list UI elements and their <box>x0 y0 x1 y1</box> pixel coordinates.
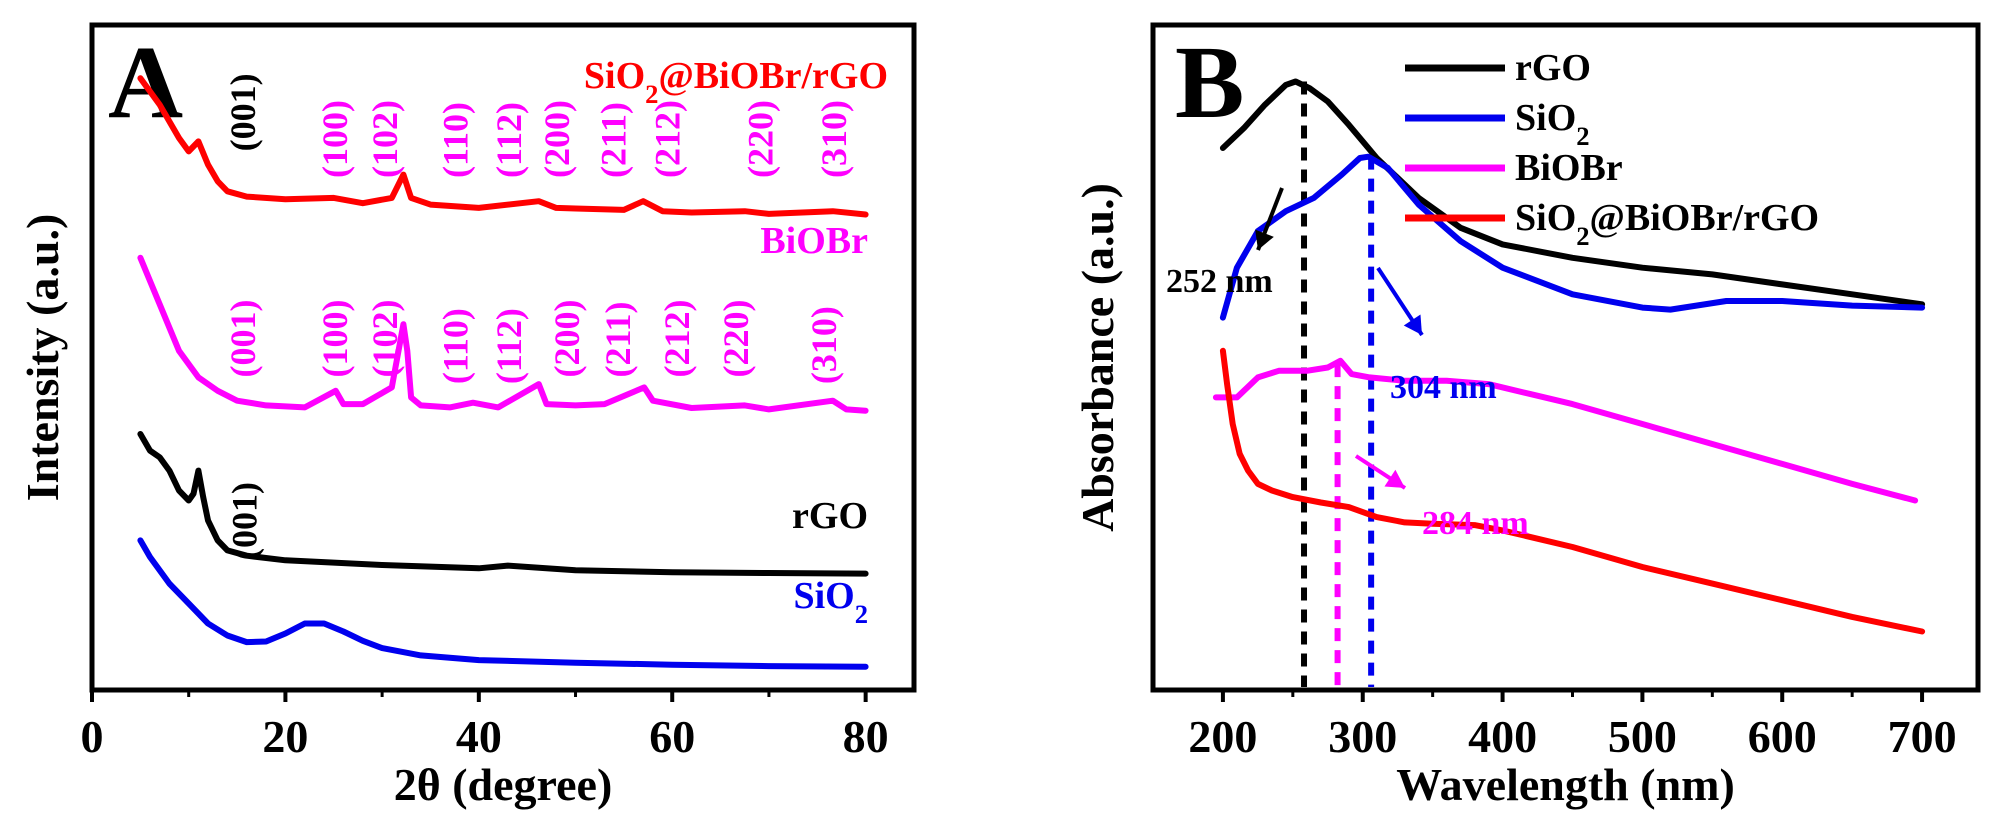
label-tail: @BiOBr/rGO <box>658 55 888 97</box>
x-tick-label: 0 <box>81 711 104 762</box>
peak-label: (310) <box>814 100 854 178</box>
plot-frame <box>89 22 917 693</box>
peak-label: (220) <box>716 299 756 377</box>
label-main: BiOBr <box>760 220 868 262</box>
x-tick-label: 300 <box>1328 711 1397 762</box>
series-line-sio2-biobr-rgo <box>1219 347 1926 635</box>
x-tick-label: 40 <box>456 711 502 762</box>
peak-label: (211) <box>598 301 638 377</box>
legend-label-sio2-biobr-rgo: SiO2@BiOBr/rGO <box>1515 197 1819 251</box>
peak-label: (200) <box>547 299 587 377</box>
peak-wavelength-label: 304 nm <box>1390 369 1497 406</box>
peak-label: (112) <box>489 102 529 178</box>
x-tick-label: 200 <box>1188 711 1257 762</box>
peak-wavelength-label: 284 nm <box>1422 505 1529 542</box>
peak-wavelength-label: 252 nm <box>1166 263 1273 300</box>
series-line-sio2 <box>137 537 869 670</box>
x-tick-label: 20 <box>262 711 308 762</box>
x-tick-label: 60 <box>649 711 695 762</box>
series-label-biobr: BiOBr <box>760 220 868 262</box>
y-axis-title: Absorbance (a.u.) <box>1072 183 1123 532</box>
peak-label: (100) <box>315 299 355 377</box>
label-subscript: 2 <box>1576 221 1589 251</box>
x-axis-title: Wavelength (nm) <box>1396 759 1735 810</box>
series-line-rgo <box>137 431 869 577</box>
x-tick-label: 400 <box>1468 711 1537 762</box>
label-main: rGO <box>1515 47 1591 89</box>
peak-arrow-rgo-head <box>1255 229 1274 250</box>
y-axis-title: Intensity (a.u.) <box>17 214 68 502</box>
peak-label: (102) <box>365 299 405 377</box>
legend-label-rgo: rGO <box>1515 47 1591 89</box>
x-tick-label: 80 <box>843 711 889 762</box>
label-subscript: 2 <box>645 79 658 109</box>
peak-label: (110) <box>436 308 476 384</box>
rgo-peak-label: (001) <box>224 482 264 560</box>
legend-label-sio2: SiO2 <box>1515 97 1590 151</box>
peak-label: (310) <box>804 306 844 384</box>
x-tick-label: 600 <box>1748 711 1817 762</box>
label-tail: @BiOBr/rGO <box>1590 197 1820 239</box>
label-main: SiO <box>1515 197 1576 239</box>
series-line-biobr <box>1212 357 1919 504</box>
series-line-sio2-biobr-rgo <box>137 75 869 218</box>
peak-label: (112) <box>489 308 529 384</box>
peak-label: (110) <box>436 102 476 178</box>
peak-label: (200) <box>537 100 577 178</box>
series-label-rgo: rGO <box>792 495 868 537</box>
legend-label-biobr: BiOBr <box>1515 147 1623 189</box>
peak-arrow-biobr-head <box>1384 469 1405 488</box>
label-main: SiO <box>584 55 645 97</box>
peak-label: (212) <box>657 299 697 377</box>
panel-b: 200 300 400 500 600 700 Wavelength (nm) Absorba… <box>1072 22 1981 810</box>
peak-label: (102) <box>365 100 405 178</box>
series-line-biobr <box>137 254 869 414</box>
peak-label: (100) <box>315 100 355 178</box>
label-main: SiO <box>793 575 854 617</box>
panel-label: B <box>1175 25 1244 140</box>
series-label-sio2-biobr-rgo: SiO2@BiOBr/rGO <box>584 55 888 109</box>
label-main: BiOBr <box>1515 147 1623 189</box>
series-label-sio2: SiO2 <box>793 575 868 629</box>
label-main: SiO <box>1515 97 1576 139</box>
peak-label: (001) <box>223 299 263 377</box>
label-main: rGO <box>792 495 868 537</box>
label-subscript: 2 <box>855 599 868 629</box>
x-tick-label: 500 <box>1608 711 1677 762</box>
peak-label: (212) <box>647 100 687 178</box>
series-line-sio2 <box>1219 153 1926 321</box>
label-subscript: 2 <box>1576 121 1589 151</box>
plot-frame <box>1150 22 1981 693</box>
peak-arrow-sio2-head <box>1403 314 1422 335</box>
x-axis-title: 2θ (degree) <box>394 759 613 810</box>
x-tick-label: 700 <box>1888 711 1957 762</box>
peak-label: (220) <box>740 100 780 178</box>
peak-label: (211) <box>593 102 633 178</box>
peak-label: (001) <box>223 73 263 151</box>
